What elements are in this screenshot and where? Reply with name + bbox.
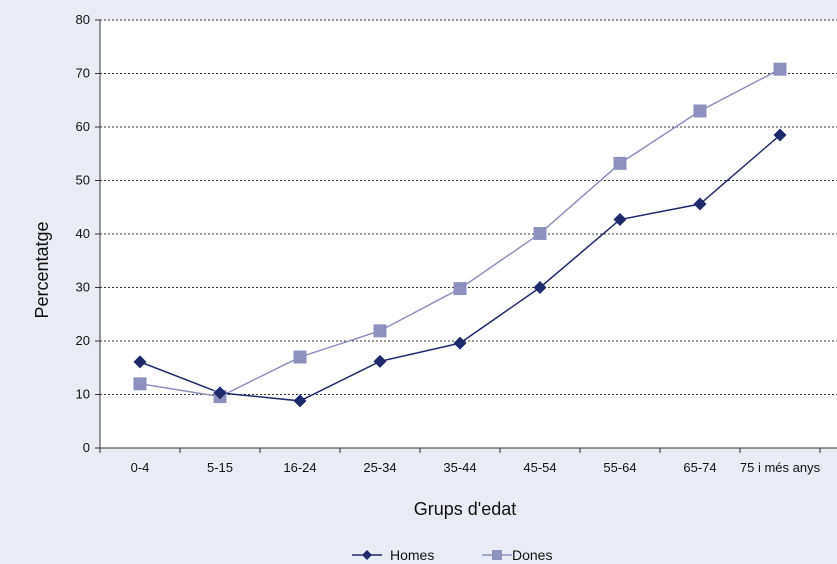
y-tick-label: 10 <box>76 387 90 402</box>
y-tick-label: 70 <box>76 66 90 81</box>
y-tick-label: 20 <box>76 333 90 348</box>
y-tick-label: 30 <box>76 280 90 295</box>
x-tick-label: 35-44 <box>443 460 476 475</box>
data-point-dones <box>693 104 707 118</box>
x-tick-labels: 0-4 5-15 16-24 25-34 35-44 45-54 55-64 65-74 75 … <box>131 460 821 475</box>
data-point-homes <box>533 281 547 294</box>
data-point-homes <box>693 197 707 211</box>
legend-marker-homes <box>362 550 372 560</box>
legend-label-homes: Homes <box>390 547 434 563</box>
data-point-dones <box>613 156 627 170</box>
data-point-homes <box>373 354 387 368</box>
x-tick-label: 45-54 <box>523 460 556 475</box>
data-point-homes <box>133 355 147 369</box>
legend-marker-dones <box>492 550 502 560</box>
y-tick-labels: 0 10 20 30 40 50 60 70 80 <box>76 12 90 455</box>
gridlines <box>100 19 837 395</box>
data-point-homes <box>453 336 467 350</box>
data-point-dones <box>453 282 467 296</box>
x-tick-label: 5-15 <box>207 460 233 475</box>
x-tick-label: 65-74 <box>683 460 716 475</box>
data-point-dones <box>373 324 387 338</box>
x-tick-label: 0-4 <box>131 460 150 475</box>
data-point-dones <box>293 350 307 364</box>
data-point-dones <box>133 377 147 391</box>
x-tick-label: 55-64 <box>603 460 636 475</box>
x-tick-label: 25-34 <box>363 460 396 475</box>
legend-label-dones: Dones <box>512 547 552 563</box>
series-markers <box>133 62 787 408</box>
x-tick-label: 75 i més anys <box>740 460 821 475</box>
data-point-dones <box>533 226 547 240</box>
y-tick-label: 0 <box>83 440 90 455</box>
x-tick-label: 16-24 <box>283 460 316 475</box>
x-axis-title: Grups d'edat <box>414 499 517 519</box>
y-tick-label: 50 <box>76 173 90 188</box>
y-tick-label: 40 <box>76 226 90 241</box>
legend: Homes Dones <box>352 547 552 563</box>
data-point-homes <box>773 128 787 142</box>
data-point-homes <box>613 213 627 227</box>
data-point-homes <box>293 394 307 408</box>
axes <box>95 19 837 453</box>
y-tick-label: 60 <box>76 119 90 134</box>
data-point-dones <box>773 62 787 76</box>
y-axis-title: Percentatge <box>32 221 52 318</box>
y-tick-label: 80 <box>76 12 90 27</box>
data-point-homes <box>213 386 227 400</box>
plot-area: 0 10 20 30 40 50 60 70 80 0-4 5-15 16-24 25-34 35-44… <box>76 12 837 475</box>
